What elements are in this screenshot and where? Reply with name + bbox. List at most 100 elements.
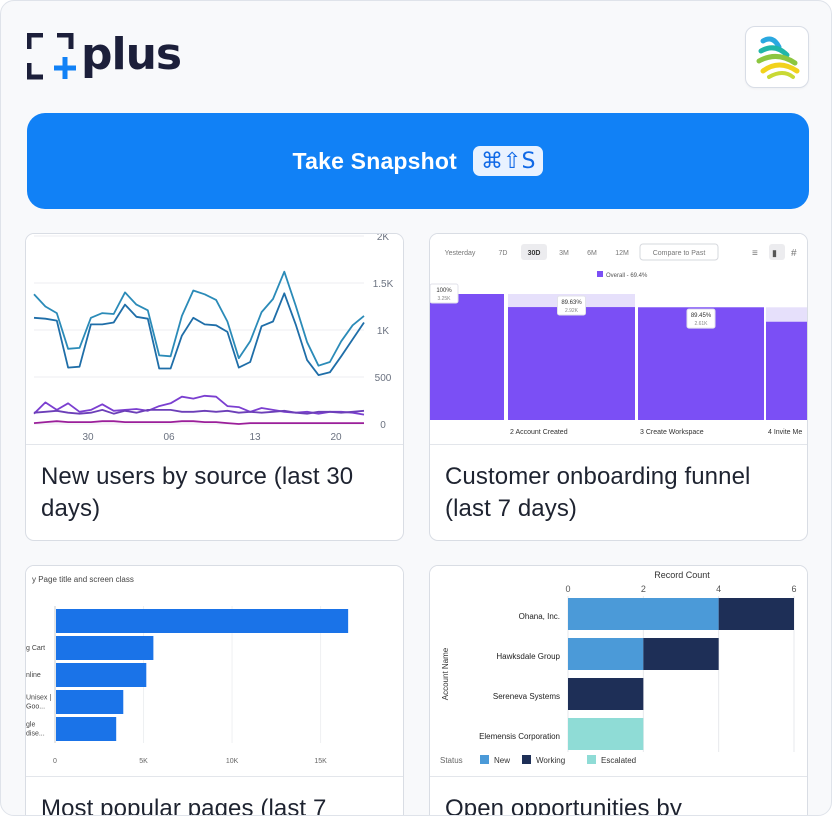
x-tick-label: 10K — [226, 758, 239, 765]
toolbar-item: Compare to Past — [653, 250, 706, 257]
x-category-label: 2 Account Created — [510, 429, 568, 436]
card-title: Most popular pages (last 7 — [41, 795, 327, 816]
x-tick-label: 20 — [330, 432, 342, 443]
snapshot-label: Take Snapshot — [292, 147, 458, 174]
y-category-label: g Cart — [26, 645, 45, 652]
report-card-open-opportunities[interactable]: Record Count 0 2 4 6 Account Name Ohana, Inc. H… — [429, 565, 808, 816]
page-bar — [56, 690, 124, 714]
plus-logo-icon — [27, 33, 76, 80]
logo-text: plus — [81, 29, 182, 80]
toolbar-item: 6M — [587, 250, 597, 257]
stacked-bar-segment — [568, 638, 644, 670]
bar-chart-icon: ▮ — [772, 248, 777, 258]
y-category-label: gle — [26, 722, 35, 729]
report-card-popular-pages[interactable]: y Page title and screen class 0 5K 10K 15K g … — [25, 565, 404, 816]
y-category-label: Ohana, Inc. — [519, 612, 560, 621]
toolbar-item: 3M — [559, 250, 569, 257]
report-card-onboarding-funnel[interactable]: Yesterday 7D 30D 3M 6M 12M Compare to Past ≡ ▮ # O… — [429, 233, 808, 541]
report-preview-bar-chart: y Page title and screen class 0 5K 10K 15K g … — [26, 566, 403, 777]
chart-title: y Page title and screen class — [32, 575, 134, 584]
legend-swatch — [597, 271, 603, 277]
value-label: 89.45% — [691, 313, 712, 319]
value-label: 89.63% — [561, 300, 582, 306]
y-tick-label: 0 — [380, 420, 386, 431]
page-bar — [56, 663, 147, 687]
snapshot-shortcut-badge: ⌘⇧S — [473, 146, 544, 176]
x-category-label: 4 Invite Me — [768, 429, 802, 436]
y-category-label: Hawksdale Group — [496, 652, 560, 661]
legend-swatch — [587, 755, 596, 764]
page-bar — [56, 636, 154, 660]
take-snapshot-button[interactable]: Take Snapshot ⌘⇧S — [27, 113, 809, 209]
toolbar-selected-bg — [521, 244, 547, 260]
x-tick-label: 30 — [82, 432, 94, 443]
x-category-label: 3 Create Workspace — [640, 429, 704, 436]
y-axis-label: Account Name — [441, 647, 450, 700]
report-card-new-users[interactable]: 0 500 1K 1.5K 2K 30 06 13 20 New users by source… — [25, 233, 404, 541]
x-tick-label: 6 — [791, 584, 796, 594]
legend-label: New — [494, 756, 510, 765]
dropoff-bar — [766, 307, 807, 322]
toolbar-item: 30D — [528, 250, 541, 257]
y-category-label: Goo... — [26, 704, 45, 711]
value-label: 100% — [436, 288, 452, 294]
page-bar — [56, 717, 117, 741]
value-label-box — [557, 295, 586, 316]
line-chart: 0 500 1K 1.5K 2K 30 06 13 20 — [33, 234, 394, 443]
legend-label: Overall - 69.4% — [606, 273, 648, 279]
report-preview-line-chart: 0 500 1K 1.5K 2K 30 06 13 20 — [26, 234, 403, 445]
funnel-bar — [766, 321, 807, 420]
series-line — [33, 420, 364, 425]
toolbar-item: Yesterday — [445, 250, 476, 257]
stacked-bar-segment — [568, 678, 644, 710]
stacked-bar-segment — [643, 638, 719, 670]
stacked-bar-segment — [568, 718, 644, 750]
plus-logo: plus — [27, 29, 182, 81]
x-tick-label: 2 — [641, 584, 646, 594]
stacked-bar-segment — [568, 598, 719, 630]
value-label-box — [686, 308, 716, 329]
legend-swatch — [522, 755, 531, 764]
chart-title: Record Count — [654, 570, 710, 580]
toolbar-item: 12M — [615, 250, 629, 257]
y-tick-label: 1.5K — [373, 279, 394, 290]
series-line — [33, 292, 365, 377]
card-title: New users by source (last 30 days) — [41, 463, 354, 522]
card-title: Open opportunities by — [445, 795, 682, 816]
x-tick-label: 15K — [314, 758, 327, 765]
x-tick-label: 13 — [249, 432, 261, 443]
legend-swatch — [480, 755, 489, 764]
number-icon: # — [791, 248, 797, 259]
x-tick-label: 5K — [139, 758, 148, 765]
x-tick-label: 0 — [53, 758, 57, 765]
page-views-bar-chart: y Page title and screen class 0 5K 10K 15K g … — [26, 575, 349, 765]
page-bar — [56, 609, 349, 633]
funnel-bar — [430, 294, 504, 420]
series-line — [33, 408, 365, 415]
y-category-label: Sereneva Systems — [493, 692, 560, 701]
y-tick-label: 1K — [377, 326, 390, 337]
x-tick-label: 4 — [716, 584, 721, 594]
funnel-chart: Yesterday 7D 30D 3M 6M 12M Compare to Past ≡ ▮ # O… — [430, 243, 807, 436]
value-label-box — [430, 283, 459, 304]
funnel-bar — [508, 307, 635, 420]
y-category-label: Elemensis Corporation — [479, 732, 560, 741]
app-logo-svg — [756, 36, 800, 79]
count-label: 2.92K — [565, 308, 579, 314]
colorful-swirl-logo-icon[interactable] — [745, 26, 809, 88]
series-line — [33, 270, 365, 367]
card-title: Customer onboarding funnel (last 7 days) — [445, 463, 751, 522]
y-category-label: dise... — [26, 731, 45, 738]
stacked-bar-segment — [718, 598, 794, 630]
legend-label: Working — [536, 756, 565, 765]
series-line — [33, 394, 365, 416]
toolbar-compare-border — [639, 243, 719, 261]
legend-title: Status — [440, 756, 463, 765]
report-preview-stacked-bar-chart: Record Count 0 2 4 6 Account Name Ohana, Inc. H… — [430, 566, 807, 777]
legend-label: Escalated — [601, 756, 636, 765]
toolbar-item: 7D — [499, 250, 508, 257]
y-category-label: Unisex | — [26, 695, 51, 702]
y-tick-label: 500 — [375, 373, 392, 384]
y-category-label: nline — [26, 672, 41, 679]
